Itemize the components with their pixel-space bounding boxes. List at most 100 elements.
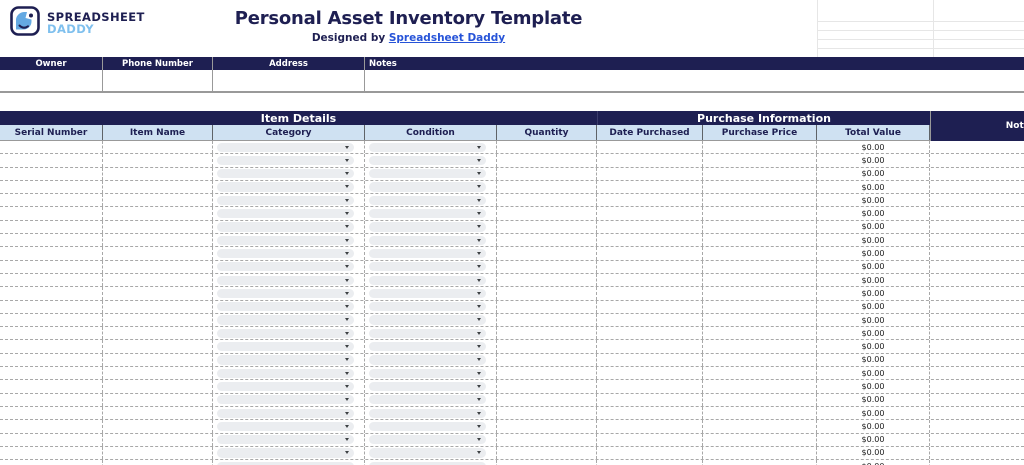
- notes-cell[interactable]: [930, 367, 1024, 379]
- condition-dropdown[interactable]: [369, 155, 486, 166]
- category-dropdown[interactable]: [217, 142, 354, 152]
- item-name-cell[interactable]: [103, 420, 213, 433]
- item-name-cell[interactable]: [103, 207, 213, 220]
- serial-number-cell[interactable]: [0, 406, 103, 420]
- serial-number-cell[interactable]: [0, 247, 103, 260]
- condition-dropdown[interactable]: [369, 381, 486, 392]
- purchase-price-cell[interactable]: [703, 420, 817, 433]
- condition-dropdown[interactable]: [369, 302, 486, 312]
- category-dropdown[interactable]: [217, 381, 354, 392]
- item-name-cell[interactable]: [103, 313, 213, 327]
- phone-number-input-cell[interactable]: [103, 70, 213, 91]
- date-purchased-cell[interactable]: [597, 273, 703, 287]
- date-purchased-cell[interactable]: [597, 433, 703, 446]
- date-purchased-cell[interactable]: [597, 406, 703, 420]
- item-name-cell[interactable]: [103, 180, 213, 194]
- date-purchased-cell[interactable]: [597, 367, 703, 380]
- notes-cell[interactable]: [930, 141, 1024, 153]
- item-name-cell[interactable]: [103, 154, 213, 167]
- category-dropdown[interactable]: [217, 195, 354, 205]
- condition-dropdown[interactable]: [369, 355, 486, 365]
- date-purchased-cell[interactable]: [597, 234, 703, 247]
- category-dropdown[interactable]: [217, 182, 354, 192]
- purchase-price-cell[interactable]: [703, 433, 817, 446]
- purchase-price-cell[interactable]: [703, 367, 817, 380]
- category-dropdown[interactable]: [217, 328, 354, 338]
- quantity-cell[interactable]: [497, 207, 597, 220]
- notes-cell[interactable]: [930, 380, 1024, 392]
- quantity-cell[interactable]: [497, 380, 597, 393]
- quantity-cell[interactable]: [497, 313, 597, 327]
- quantity-cell[interactable]: [497, 220, 597, 234]
- category-dropdown[interactable]: [217, 342, 354, 352]
- date-purchased-cell[interactable]: [597, 220, 703, 234]
- purchase-price-cell[interactable]: [703, 446, 817, 460]
- date-purchased-cell[interactable]: [597, 260, 703, 273]
- serial-number-cell[interactable]: [0, 234, 103, 247]
- serial-number-cell[interactable]: [0, 433, 103, 446]
- item-name-cell[interactable]: [103, 327, 213, 340]
- notes-cell[interactable]: [930, 181, 1024, 193]
- serial-number-cell[interactable]: [0, 300, 103, 313]
- category-dropdown[interactable]: [217, 421, 354, 432]
- purchase-price-cell[interactable]: [703, 406, 817, 420]
- serial-number-cell[interactable]: [0, 380, 103, 393]
- date-purchased-cell[interactable]: [597, 154, 703, 167]
- category-dropdown[interactable]: [217, 368, 354, 378]
- item-name-cell[interactable]: [103, 433, 213, 446]
- quantity-cell[interactable]: [497, 420, 597, 433]
- item-name-cell[interactable]: [103, 367, 213, 380]
- category-dropdown[interactable]: [217, 262, 354, 272]
- date-purchased-cell[interactable]: [597, 420, 703, 433]
- purchase-price-cell[interactable]: [703, 340, 817, 353]
- quantity-cell[interactable]: [497, 247, 597, 260]
- serial-number-cell[interactable]: [0, 220, 103, 234]
- serial-number-cell[interactable]: [0, 260, 103, 273]
- date-purchased-cell[interactable]: [597, 287, 703, 300]
- quantity-cell[interactable]: [497, 460, 597, 465]
- notes-cell[interactable]: [930, 420, 1024, 432]
- serial-number-cell[interactable]: [0, 367, 103, 380]
- serial-number-cell[interactable]: [0, 273, 103, 287]
- purchase-price-cell[interactable]: [703, 207, 817, 220]
- condition-dropdown[interactable]: [369, 342, 486, 352]
- purchase-price-cell[interactable]: [703, 273, 817, 287]
- notes-cell[interactable]: [930, 327, 1024, 339]
- notes-cell[interactable]: [930, 247, 1024, 259]
- notes-cell[interactable]: [930, 301, 1024, 313]
- category-dropdown[interactable]: [217, 275, 354, 285]
- spreadsheet-daddy-link[interactable]: Spreadsheet Daddy: [388, 32, 506, 44]
- condition-dropdown[interactable]: [369, 368, 486, 378]
- date-purchased-cell[interactable]: [597, 194, 703, 207]
- category-dropdown[interactable]: [217, 315, 354, 325]
- serial-number-cell[interactable]: [0, 460, 103, 465]
- purchase-price-cell[interactable]: [703, 167, 817, 180]
- notes-cell[interactable]: [930, 287, 1024, 299]
- owner-input-cell[interactable]: [0, 70, 103, 91]
- category-dropdown[interactable]: [217, 302, 354, 312]
- quantity-cell[interactable]: [497, 327, 597, 340]
- date-purchased-cell[interactable]: [597, 313, 703, 327]
- condition-dropdown[interactable]: [369, 235, 486, 245]
- date-purchased-cell[interactable]: [597, 327, 703, 340]
- serial-number-cell[interactable]: [0, 446, 103, 460]
- serial-number-cell[interactable]: [0, 393, 103, 406]
- serial-number-cell[interactable]: [0, 154, 103, 167]
- category-dropdown[interactable]: [217, 209, 354, 219]
- address-input-cell[interactable]: [213, 70, 365, 91]
- item-name-cell[interactable]: [103, 234, 213, 247]
- quantity-cell[interactable]: [497, 406, 597, 420]
- condition-dropdown[interactable]: [369, 288, 486, 299]
- purchase-price-cell[interactable]: [703, 313, 817, 327]
- serial-number-cell[interactable]: [0, 194, 103, 207]
- purchase-price-cell[interactable]: [703, 247, 817, 260]
- category-dropdown[interactable]: [217, 355, 354, 365]
- item-name-cell[interactable]: [103, 353, 213, 367]
- condition-dropdown[interactable]: [369, 421, 486, 432]
- date-purchased-cell[interactable]: [597, 300, 703, 313]
- quantity-cell[interactable]: [497, 300, 597, 313]
- purchase-price-cell[interactable]: [703, 380, 817, 393]
- quantity-cell[interactable]: [497, 353, 597, 367]
- serial-number-cell[interactable]: [0, 180, 103, 194]
- item-name-cell[interactable]: [103, 406, 213, 420]
